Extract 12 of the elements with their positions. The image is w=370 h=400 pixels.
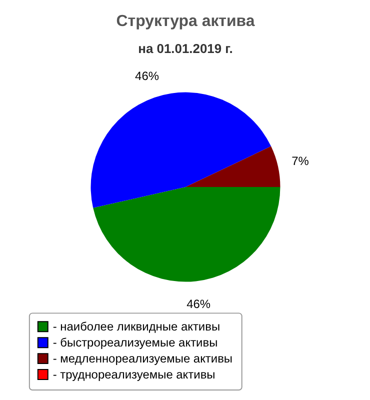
pie-slice (186, 146, 280, 188)
legend-label: - труднореализуемые активы (52, 368, 216, 382)
legend-label: - медленнореализуемые активы (52, 352, 233, 366)
legend-label: - наиболее ликвидные активы (52, 320, 220, 334)
pie-slice (93, 187, 280, 282)
data-label: 7% (292, 154, 310, 168)
chart-title: Структура актива (116, 12, 255, 30)
data-label: 46% (186, 296, 211, 311)
legend-label: - быстрореализуемые активы (52, 336, 218, 350)
pie-slice (90, 92, 272, 208)
chart-subtitle: на 01.01.2019 г. (138, 40, 233, 56)
data-label: 46% (135, 68, 160, 83)
